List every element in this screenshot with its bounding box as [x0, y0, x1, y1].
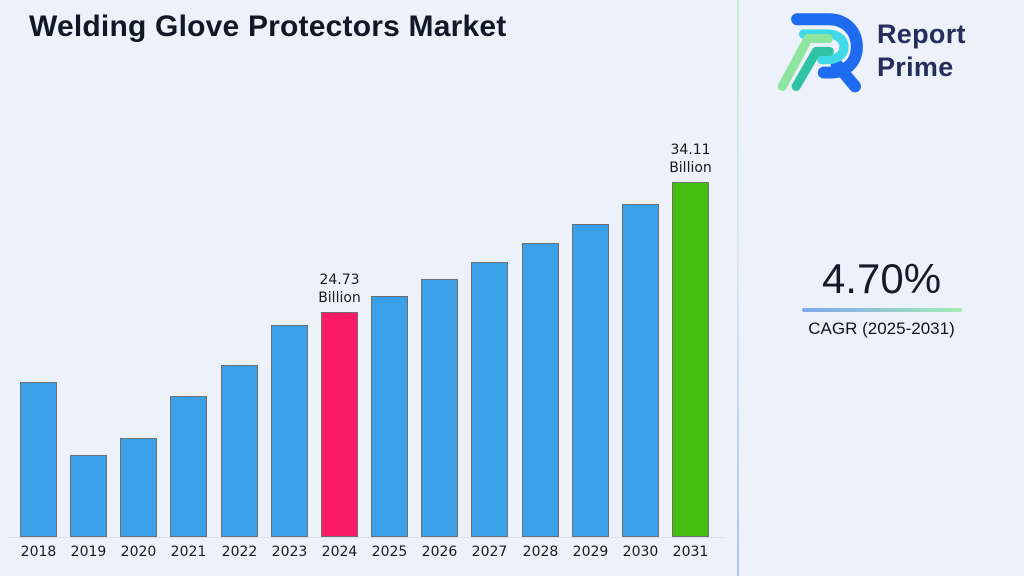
- bar-2018: [20, 382, 57, 537]
- x-tick-2031: 2031: [672, 544, 709, 560]
- side-panel: Report Prime 4.70% CAGR (2025-2031): [739, 0, 1024, 576]
- bar-2023: [271, 325, 308, 537]
- x-tick-2028: 2028: [522, 544, 559, 560]
- cagr-value: 4.70%: [821, 255, 942, 302]
- report-prime-logo: Report Prime: [775, 8, 966, 93]
- x-tick-2021: 2021: [170, 544, 207, 560]
- logo-text-line1: Report: [877, 18, 966, 49]
- bar-2030: [622, 204, 659, 537]
- report-prime-logo-icon: [777, 13, 863, 93]
- bar-2026: [421, 279, 458, 537]
- bar-value-label-2024: 24.73 Billion: [318, 272, 361, 306]
- logo-text-line2: Prime: [877, 51, 954, 82]
- cagr-label: CAGR (2025-2031): [808, 319, 955, 338]
- x-tick-2027: 2027: [471, 544, 508, 560]
- x-tick-2018: 2018: [20, 544, 57, 560]
- bar-value-label-2031: 34.11 Billion: [669, 142, 712, 176]
- x-axis-line: [8, 537, 723, 538]
- bar-2021: [170, 396, 207, 537]
- x-tick-2030: 2030: [622, 544, 659, 560]
- bar-2022: [221, 365, 258, 537]
- x-tick-2026: 2026: [421, 544, 458, 560]
- bar-2025: [371, 296, 408, 537]
- bar-2019: [70, 455, 107, 537]
- bar-2024: [321, 312, 358, 537]
- x-tick-2029: 2029: [572, 544, 609, 560]
- cagr-block: 4.70% CAGR (2025-2031): [739, 257, 1024, 339]
- cagr-underline: [801, 308, 962, 312]
- x-tick-2020: 2020: [120, 544, 157, 560]
- bar-2020: [120, 438, 157, 537]
- chart-section: Welding Glove Protectors Market 2018 2019…: [8, 10, 723, 560]
- panel-divider: [737, 0, 739, 576]
- x-tick-2025: 2025: [371, 544, 408, 560]
- bar-2029: [572, 224, 609, 537]
- bar-2031: [672, 182, 709, 537]
- logo-text: Report Prime: [877, 18, 966, 84]
- x-tick-2022: 2022: [221, 544, 258, 560]
- chart-title: Welding Glove Protectors Market: [29, 10, 507, 43]
- bar-2027: [471, 262, 508, 537]
- x-tick-2023: 2023: [271, 544, 308, 560]
- x-tick-2019: 2019: [70, 544, 107, 560]
- x-tick-2024: 2024: [321, 544, 358, 560]
- bar-2028: [522, 243, 559, 537]
